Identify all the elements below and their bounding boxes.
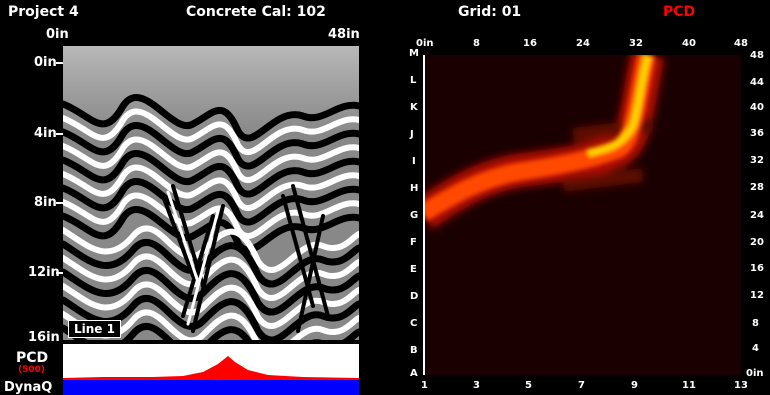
grid-row-K: K xyxy=(410,102,418,113)
heat-trace-inner xyxy=(423,55,656,221)
project-name: Project 4 xyxy=(8,4,79,20)
grid-row-L: L xyxy=(410,75,417,86)
grid-right-48: 48 xyxy=(750,50,764,61)
grid-top-label-8: 8 xyxy=(473,38,480,49)
grid-top-label-40: 40 xyxy=(682,38,696,49)
grid-right-32: 32 xyxy=(750,155,764,166)
grid-right-20: 20 xyxy=(750,237,764,248)
pcd-strip-value: (500) xyxy=(18,365,46,375)
grid-row-H: H xyxy=(410,183,419,194)
grid-bottom-1: 1 xyxy=(421,380,428,391)
pcd-profile-graph xyxy=(63,356,359,380)
grid-right-24: 24 xyxy=(750,210,764,221)
grid-left-axis xyxy=(423,55,425,375)
grid-row-C: C xyxy=(410,318,418,329)
grid-top-label-48: 48 xyxy=(734,38,748,49)
grid-right-44: 44 xyxy=(750,77,764,88)
pcd-heatmap-graphic xyxy=(423,55,741,375)
scan-x-end: 48in xyxy=(328,27,360,42)
pcd-heatmap[interactable] xyxy=(423,55,741,375)
depth-label-12: 12in xyxy=(28,265,60,280)
grid-row-E: E xyxy=(410,264,417,275)
grid-row-D: D xyxy=(410,291,419,302)
grid-right-8: 8 xyxy=(752,318,759,329)
grid-row-F: F xyxy=(410,237,417,248)
grid-bottom-13: 13 xyxy=(734,380,748,391)
grid-bottom-3: 3 xyxy=(473,380,480,391)
grid-top-label-24: 24 xyxy=(576,38,590,49)
reflection-bands xyxy=(63,94,359,340)
depth-tick-8 xyxy=(56,202,63,204)
grid-right-0: 0in xyxy=(746,368,764,379)
pcd-mode-label: PCD xyxy=(663,4,696,20)
grid-bottom-5: 5 xyxy=(525,380,532,391)
grid-row-G: G xyxy=(410,210,419,221)
header-bar: Project 4 Concrete Cal: 102 Grid: 01 PCD xyxy=(0,0,770,26)
grid-bottom-11: 11 xyxy=(682,380,696,391)
grid-bottom-9: 9 xyxy=(631,380,638,391)
grid-right-36: 36 xyxy=(750,128,764,139)
depth-tick-0 xyxy=(56,62,63,64)
gpr-radargram xyxy=(63,46,359,340)
grid-row-J: J xyxy=(410,129,414,140)
pcd-strip-label: PCD xyxy=(16,350,49,366)
scan-x-start: 0in xyxy=(46,27,69,42)
grid-row-M: M xyxy=(409,48,419,59)
grid-right-28: 28 xyxy=(750,182,764,193)
depth-tick-12 xyxy=(56,272,63,274)
grid-row-I: I xyxy=(412,156,416,167)
concrete-cal-readout: Concrete Cal: 102 xyxy=(186,4,326,20)
dynaq-label: DynaQ xyxy=(4,380,53,395)
depth-label-8: 8in xyxy=(34,195,57,210)
depth-tick-4 xyxy=(56,133,63,135)
grid-bottom-7: 7 xyxy=(578,380,585,391)
grid-right-12: 12 xyxy=(750,290,764,301)
grid-top-label-16: 16 xyxy=(523,38,537,49)
depth-label-16: 16in xyxy=(28,330,60,345)
grid-top-label-32: 32 xyxy=(629,38,643,49)
depth-label-0: 0in xyxy=(34,55,57,70)
grid-top-label-0: 0in xyxy=(416,38,434,49)
grid-row-A: A xyxy=(410,368,418,379)
dynaq-band xyxy=(63,380,359,395)
grid-right-4: 4 xyxy=(752,343,759,354)
gpr-scan-image[interactable] xyxy=(63,46,359,340)
grid-right-40: 40 xyxy=(750,102,764,113)
pcd-profile-strip xyxy=(63,344,359,380)
grid-right-16: 16 xyxy=(750,263,764,274)
grid-readout: Grid: 01 xyxy=(458,4,522,20)
depth-label-4: 4in xyxy=(34,126,57,141)
grid-row-B: B xyxy=(410,345,418,356)
line-label: Line 1 xyxy=(68,320,121,338)
